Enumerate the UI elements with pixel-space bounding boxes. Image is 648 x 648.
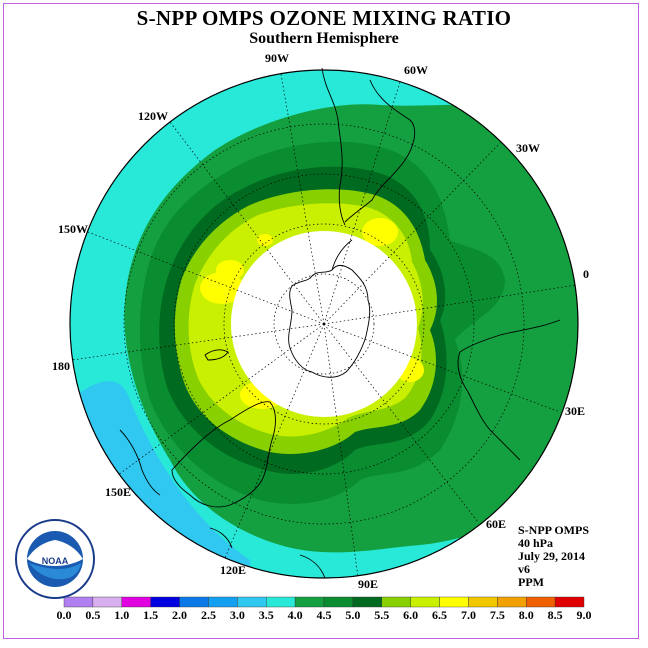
colorbar-label: 4.0 <box>288 608 303 622</box>
island-2 <box>209 527 233 549</box>
antarctica-outline <box>288 264 371 378</box>
colorbar-label: 8.5 <box>548 608 563 622</box>
island-1 <box>204 349 229 361</box>
lon-150w: 150W <box>58 222 88 236</box>
info-date: July 29, 2014 <box>518 549 586 563</box>
colorbar-swatch <box>526 596 556 608</box>
colorbar-label: 5.5 <box>374 608 389 622</box>
africa-coast <box>457 319 561 461</box>
colorbar-swatch <box>121 596 151 608</box>
colorbar-label: 2.5 <box>201 608 216 622</box>
colorbar-swatch <box>266 596 296 608</box>
lon-120w: 120W <box>138 109 168 123</box>
colorbar-swatch <box>439 596 469 608</box>
colorbar-label: 9.0 <box>577 608 592 622</box>
page-subtitle: Southern Hemisphere <box>249 30 399 47</box>
colorbar-label: 8.0 <box>519 608 534 622</box>
lon-60w: 60W <box>404 63 428 77</box>
info-units: PPM <box>518 575 544 589</box>
map-boundary <box>69 69 579 579</box>
colorbar-label: 0.5 <box>85 608 100 622</box>
colorbar-swatch <box>468 596 498 608</box>
info-level: 40 hPa <box>518 536 554 550</box>
contour-6.5-7.0 <box>362 218 398 246</box>
antarctic-peninsula <box>331 239 353 271</box>
lon-90w: 90W <box>265 51 289 65</box>
colorbar-swatch <box>208 596 238 608</box>
australia-outline <box>171 401 276 508</box>
lon-0: 0 <box>583 267 589 281</box>
colorbar-swatch <box>294 596 325 608</box>
coastlines <box>119 67 561 579</box>
colorbar-label: 2.0 <box>172 608 187 622</box>
logo-text: NOAA <box>42 556 69 566</box>
lon-150e: 150E <box>105 485 131 499</box>
noaa-logo-icon: NOAA <box>15 519 95 599</box>
lon-90e: 90E <box>358 577 378 591</box>
lon-30e: 30E <box>565 404 585 418</box>
colorbar-label: 3.5 <box>259 608 274 622</box>
south-america-west-coast <box>321 67 346 226</box>
colorbar-swatch <box>352 596 382 608</box>
colorbar-swatch <box>179 596 209 608</box>
lon-120e: 120E <box>220 563 246 577</box>
lon-180: 180 <box>52 359 70 373</box>
south-america-east-coast <box>344 79 416 223</box>
new-zealand-coast <box>119 429 161 496</box>
colorbar-swatch <box>497 596 527 608</box>
colorbar-label: 6.0 <box>403 608 418 622</box>
colorbar-label: 5.0 <box>345 608 360 622</box>
colorbar-label: 7.0 <box>461 608 476 622</box>
colorbar-label: 4.5 <box>317 608 332 622</box>
colorbar-swatch <box>237 596 267 608</box>
colorbar-swatch <box>323 596 354 608</box>
colorbar-label: 7.5 <box>490 608 505 622</box>
figure-frame <box>3 3 639 639</box>
colorbar-swatch <box>150 596 180 608</box>
colorbar-label: 3.0 <box>230 608 245 622</box>
colorbar-swatch <box>92 596 122 608</box>
info-box: S-NPP OMPS 40 hPa July 29, 2014 v6 PPM <box>518 524 589 589</box>
colorbar-label: 1.5 <box>143 608 158 622</box>
page-title: S-NPP OMPS OZONE MIXING RATIO <box>136 6 512 30</box>
info-version: v6 <box>518 562 530 576</box>
colorbar: 0.0 0.5 1.0 1.5 2.0 2.5 3.0 3.5 4.0 4.5 5.0 5.5 6.0 6… <box>57 596 592 622</box>
island-3 <box>299 554 326 579</box>
colorbar-swatch <box>554 596 585 608</box>
lon-30w: 30W <box>516 141 540 155</box>
longitude-labels: 90W 60W 30W 0 30E 60E 90E 120E 150E 180 … <box>52 51 589 591</box>
lon-60e: 60E <box>486 517 506 531</box>
info-product: S-NPP OMPS <box>518 523 589 537</box>
colorbar-label: 1.0 <box>114 608 129 622</box>
graticule <box>71 73 577 578</box>
colorbar-swatch <box>410 596 440 608</box>
colorbar-label: 6.5 <box>432 608 447 622</box>
colorbar-label: 0.0 <box>57 608 72 622</box>
colorbar-swatch <box>381 596 411 608</box>
